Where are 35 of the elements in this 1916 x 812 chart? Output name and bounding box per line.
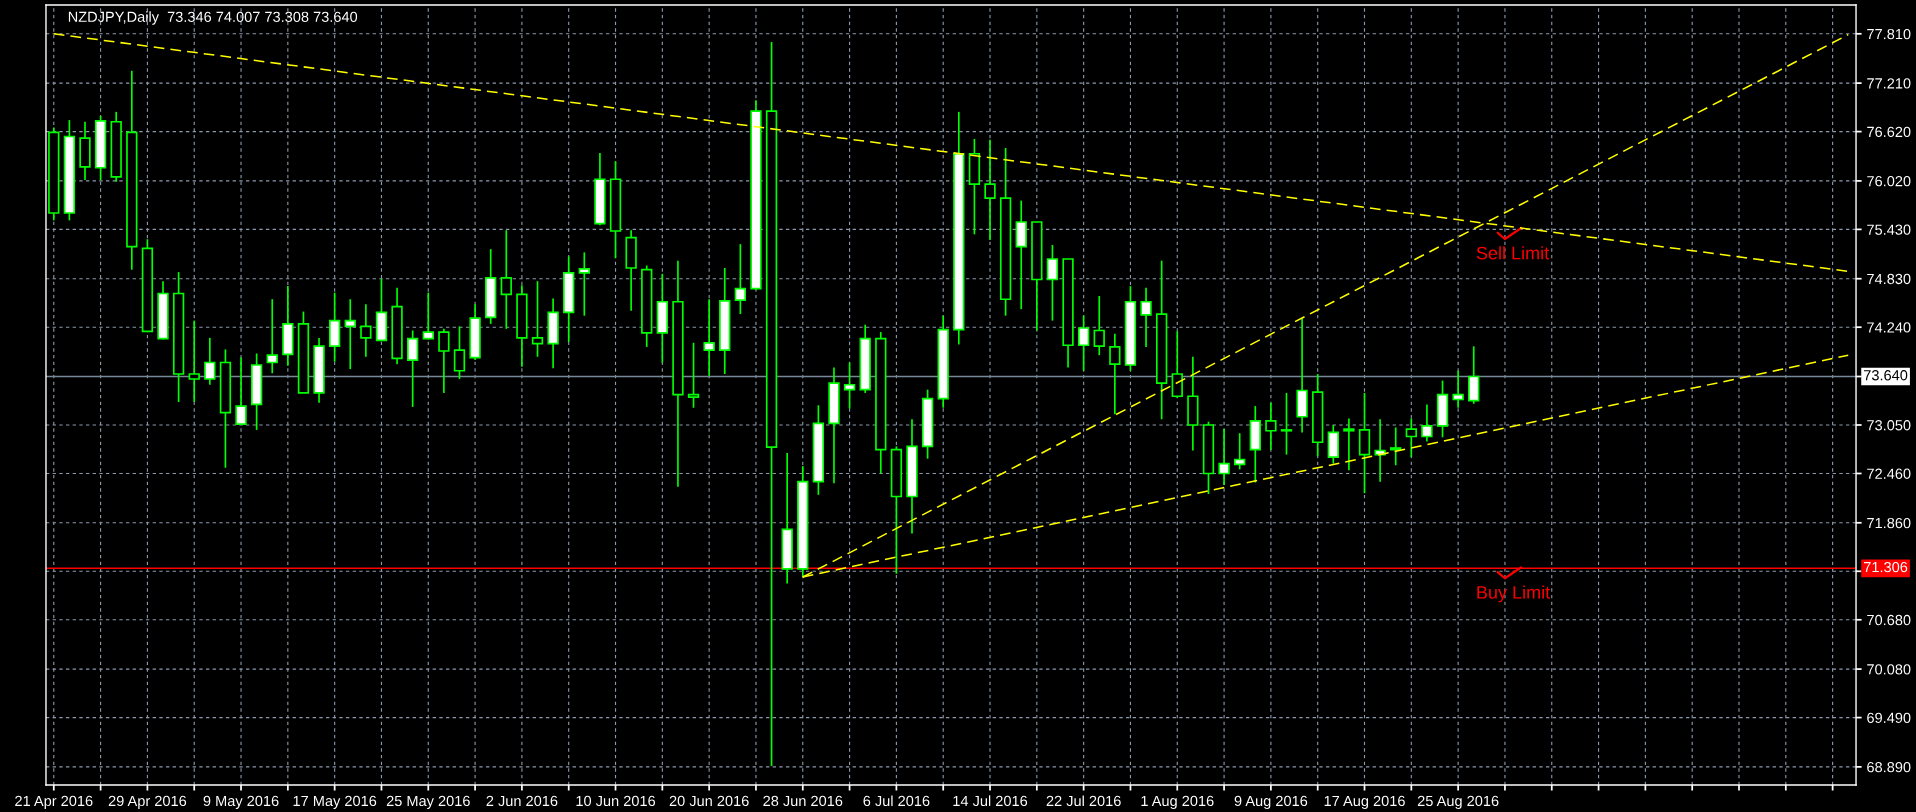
x-tick-label: 28 Jun 2016 — [763, 795, 843, 807]
x-tick-label: 2 Jun 2016 — [486, 795, 558, 807]
y-tick-label: 70.680 — [1867, 614, 1911, 626]
annotation: Sell Limit — [1476, 246, 1550, 260]
y-tick-label: 75.430 — [1867, 224, 1911, 235]
ref-line-label: 71.306 — [1864, 561, 1908, 573]
x-tick-label: 25 May 2016 — [386, 795, 470, 809]
x-tick-label: 17 May 2016 — [293, 795, 377, 809]
y-tick-label: 77.810 — [1867, 28, 1911, 40]
y-tick-label: 68.890 — [1867, 761, 1911, 773]
x-tick-label: 17 Aug 2016 — [1324, 795, 1405, 809]
x-tick-label: 25 Aug 2016 — [1417, 795, 1499, 809]
y-tick-label: 70.080 — [1867, 664, 1911, 675]
y-tick-label: 73.050 — [1867, 420, 1911, 431]
x-tick-label: 22 Jul 2016 — [1046, 795, 1121, 807]
x-tick-label: 1 Aug 2016 — [1141, 795, 1214, 809]
ref-line-label: 73.640 — [1864, 370, 1908, 381]
y-tick-label: 76.620 — [1867, 126, 1911, 138]
x-tick-label: 6 Jul 2016 — [863, 795, 930, 807]
x-tick-label: 14 Jul 2016 — [953, 795, 1028, 807]
x-tick-label: 20 Jun 2016 — [669, 795, 749, 807]
x-tick-label: 9 Aug 2016 — [1234, 795, 1308, 809]
y-tick-label: 76.020 — [1867, 176, 1911, 187]
y-tick-label: 69.490 — [1867, 712, 1911, 723]
x-tick-label: 9 May 2016 — [203, 795, 279, 809]
y-tick-label: 74.240 — [1867, 322, 1911, 333]
x-tick-label: 21 Apr 2016 — [15, 795, 93, 809]
x-tick-label: 29 Apr 2016 — [108, 795, 187, 809]
y-tick-label: 72.460 — [1867, 468, 1911, 479]
y-tick-label: 71.860 — [1867, 517, 1911, 529]
chart-title: NZDJPY,Daily 73.346 74.007 73.308 73.640 — [68, 11, 358, 25]
x-tick-label: 10 Jun 2016 — [576, 795, 656, 807]
annotation: Buy Limit — [1477, 585, 1551, 603]
y-tick-label: 74.830 — [1867, 273, 1911, 285]
y-tick-label: 77.210 — [1867, 78, 1911, 89]
